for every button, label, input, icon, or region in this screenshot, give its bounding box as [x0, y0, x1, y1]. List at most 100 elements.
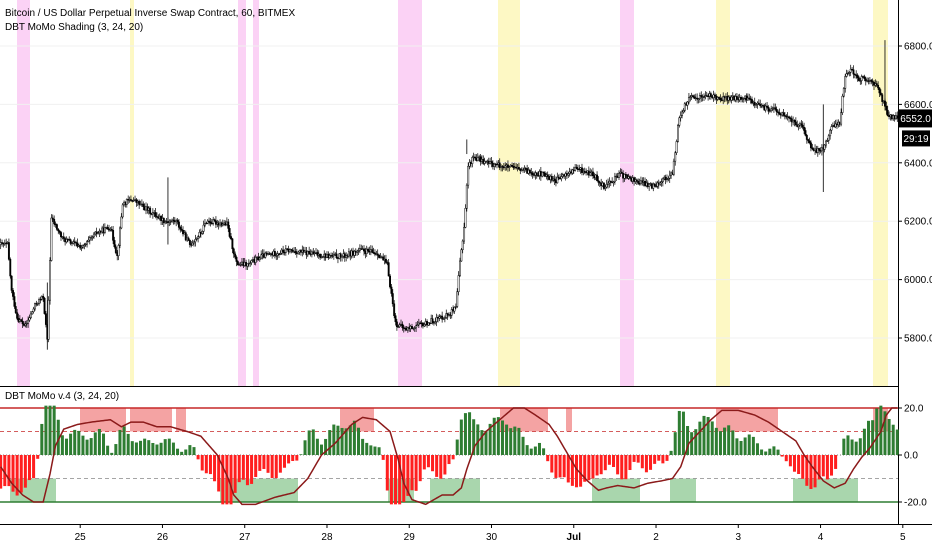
candle[interactable] — [118, 244, 119, 260]
oscillator-axis[interactable]: 20.00.0-20.0 — [898, 404, 927, 509]
histogram-bar[interactable] — [188, 445, 191, 455]
histogram-bar[interactable] — [110, 453, 113, 455]
histogram-bar[interactable] — [328, 430, 331, 455]
candle[interactable] — [210, 218, 211, 226]
candle[interactable] — [70, 239, 71, 246]
histogram-bar[interactable] — [28, 455, 31, 480]
histogram-bar[interactable] — [423, 455, 426, 469]
candle[interactable] — [699, 93, 700, 103]
histogram-bar[interactable] — [563, 455, 566, 477]
indicator-sub-label[interactable]: DBT MoMo v.4 (3, 24, 20) — [5, 391, 119, 402]
candle[interactable] — [38, 298, 39, 306]
candle[interactable] — [119, 226, 120, 248]
histogram-bar[interactable] — [587, 455, 590, 480]
histogram-bar[interactable] — [863, 429, 866, 455]
candle[interactable] — [821, 144, 822, 155]
histogram-bar[interactable] — [641, 455, 644, 468]
candle[interactable] — [531, 168, 532, 177]
histogram-bar[interactable] — [164, 439, 167, 455]
candle[interactable] — [96, 228, 97, 238]
candle[interactable] — [74, 237, 75, 246]
candle[interactable] — [274, 248, 275, 258]
histogram-bar[interactable] — [896, 430, 899, 455]
histogram-bar[interactable] — [209, 455, 212, 474]
candle[interactable] — [588, 166, 589, 177]
histogram-bar[interactable] — [373, 447, 376, 455]
histogram-bar[interactable] — [168, 439, 171, 455]
histogram-bar[interactable] — [287, 455, 290, 463]
candle[interactable] — [581, 164, 582, 175]
candle[interactable] — [189, 239, 190, 247]
histogram-bar[interactable] — [135, 442, 138, 455]
histogram-bar[interactable] — [283, 455, 286, 468]
candle[interactable] — [657, 181, 658, 189]
candle[interactable] — [842, 94, 843, 115]
candle[interactable] — [333, 251, 334, 260]
histogram-bar[interactable] — [77, 431, 80, 455]
indicator-main-label[interactable]: DBT MoMo Shading (3, 24, 20) — [5, 22, 143, 33]
histogram-bar[interactable] — [624, 455, 627, 479]
histogram-bar[interactable] — [90, 438, 93, 455]
histogram-bar[interactable] — [801, 455, 804, 479]
histogram-bar[interactable] — [382, 455, 385, 460]
histogram-bar[interactable] — [0, 455, 2, 489]
histogram-bar[interactable] — [238, 455, 241, 482]
candle[interactable] — [289, 248, 290, 253]
histogram-bar[interactable] — [221, 455, 224, 504]
histogram-bar[interactable] — [616, 455, 619, 474]
histogram-bar[interactable] — [40, 424, 43, 455]
histogram-bar[interactable] — [694, 429, 697, 455]
histogram-bar[interactable] — [756, 443, 759, 455]
candle[interactable] — [60, 231, 61, 241]
histogram-bar[interactable] — [768, 449, 771, 455]
candle[interactable] — [618, 170, 619, 180]
histogram-bar[interactable] — [447, 455, 450, 464]
histogram-bar[interactable] — [550, 455, 553, 472]
candle[interactable] — [44, 297, 45, 315]
histogram-bar[interactable] — [341, 428, 344, 455]
histogram-bar[interactable] — [176, 449, 179, 455]
histogram-bar[interactable] — [24, 455, 27, 488]
histogram-bar[interactable] — [246, 455, 249, 485]
histogram-bar[interactable] — [94, 432, 97, 455]
candle[interactable] — [277, 251, 278, 260]
histogram-bar[interactable] — [612, 455, 615, 467]
histogram-bar[interactable] — [674, 432, 677, 455]
candle[interactable] — [817, 146, 818, 157]
histogram-bar[interactable] — [670, 451, 673, 455]
candle[interactable] — [609, 177, 610, 187]
histogram-bar[interactable] — [875, 409, 878, 455]
histogram-bar[interactable] — [304, 440, 307, 455]
histogram-bar[interactable] — [299, 454, 302, 455]
candle[interactable] — [8, 239, 9, 261]
candle[interactable] — [122, 203, 123, 219]
histogram-bar[interactable] — [661, 455, 664, 463]
histogram-bar[interactable] — [744, 437, 747, 455]
histogram-bar[interactable] — [509, 428, 512, 455]
histogram-bar[interactable] — [160, 443, 163, 455]
candle[interactable] — [285, 245, 286, 256]
histogram-bar[interactable] — [155, 445, 158, 455]
candle[interactable] — [80, 242, 81, 250]
candle[interactable] — [303, 247, 304, 255]
histogram-bar[interactable] — [645, 455, 648, 472]
histogram-bar[interactable] — [797, 455, 800, 474]
candle[interactable] — [10, 257, 11, 278]
histogram-bar[interactable] — [234, 455, 237, 493]
candle[interactable] — [0, 239, 1, 249]
histogram-bar[interactable] — [123, 426, 126, 455]
histogram-bar[interactable] — [250, 455, 253, 484]
histogram-bar[interactable] — [456, 440, 459, 455]
candle[interactable] — [77, 238, 78, 248]
candle[interactable] — [265, 251, 266, 258]
histogram-bar[interactable] — [702, 416, 705, 455]
candle[interactable] — [603, 182, 604, 190]
histogram-bar[interactable] — [267, 455, 270, 473]
candle[interactable] — [341, 256, 342, 262]
histogram-bar[interactable] — [295, 455, 298, 461]
histogram-bar[interactable] — [44, 406, 47, 455]
histogram-bar[interactable] — [809, 455, 812, 489]
histogram-bar[interactable] — [242, 455, 245, 480]
histogram-bar[interactable] — [846, 435, 849, 455]
